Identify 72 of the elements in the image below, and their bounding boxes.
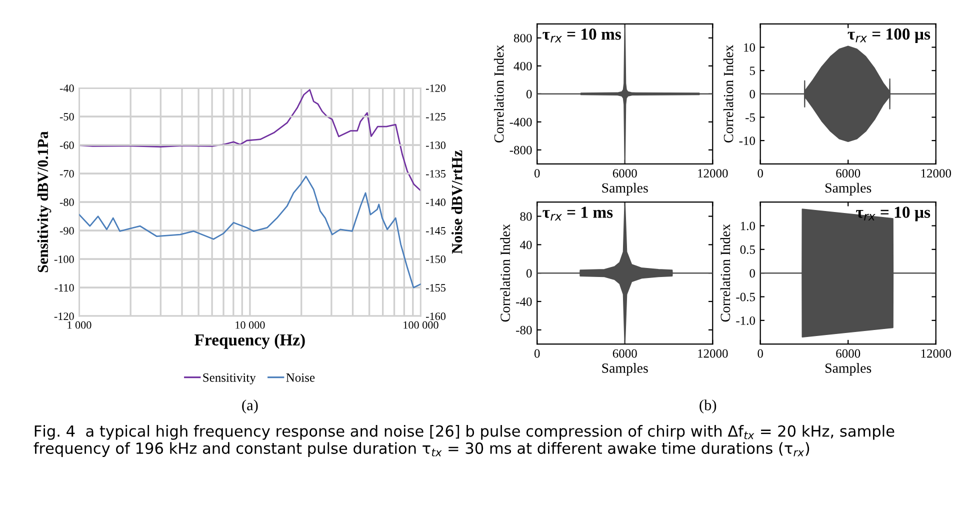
y-tick-label: -120 (54, 312, 74, 320)
x-tick-label: 12000 (921, 169, 952, 178)
y-axis-title: Correlation Index (723, 44, 734, 143)
x-tick-label: 6000 (612, 349, 637, 358)
y-tick-label: -60 (60, 142, 74, 150)
x-tick-label: 12000 (921, 349, 952, 358)
y-axis-title: Correlation Index (494, 44, 504, 143)
y-tick-label: -0.5 (736, 292, 755, 302)
chart-title: τ$_{rx}$ = 10 ms (542, 28, 621, 42)
y-tick-label: 400 (514, 62, 532, 70)
y2-tick-label: -130 (426, 142, 446, 150)
x-axis-title: Samples (826, 182, 872, 196)
y2-tick-label: -140 (426, 198, 446, 206)
y-tick-label: 0.5 (740, 245, 755, 254)
y-tick-label: -80 (516, 326, 532, 334)
y-tick-label: -400 (510, 118, 532, 126)
y-tick-label: 800 (514, 34, 532, 42)
y2-tick-label: -155 (426, 284, 446, 292)
y-tick-label: 0 (750, 90, 755, 98)
x-axis-title: Frequency (Hz) (194, 334, 305, 349)
y-axis-title: Sensitivity dBV/0.1Pa (37, 131, 52, 272)
text: (a) (242, 400, 258, 414)
text: (b) (700, 400, 716, 414)
y2-tick-label: -150 (426, 256, 446, 264)
text: Fig. 4 a typical high frequency response and noise [26] b pulse compression of chirp with Δf$_{tx}$ = 20 kHz, sample frequency of 196 kHz and constant pulse duration τ$_{tx}$ = 30 ms at different awake time durations (τ$_{rx}$) (34, 425, 894, 457)
y-tick-label: -50 (60, 113, 74, 121)
chart-title: τ$_{rx}$ = 1 ms (542, 206, 613, 220)
y2-tick-label: -145 (426, 227, 446, 235)
x-tick-label: 0 (758, 169, 763, 178)
legend-label: Noise (286, 373, 315, 382)
y-axis-title: Correlation Index (720, 224, 730, 322)
y-tick-label: -800 (510, 146, 532, 154)
y-tick-label: -10 (739, 136, 755, 146)
y-tick-label: -5 (746, 113, 755, 122)
x-axis-title: Samples (826, 363, 872, 376)
y-tick-label: 10 (744, 43, 755, 52)
y-axis-title: Correlation Index (500, 224, 510, 322)
x-tick-label: 10 000 (236, 321, 265, 329)
y-tick-label: 0 (526, 269, 532, 278)
x-tick-label: 100 000 (404, 321, 438, 329)
x-tick-label: 6000 (612, 169, 637, 178)
y-tick-label: 40 (520, 240, 532, 250)
y-tick-label: -80 (60, 198, 74, 206)
x-tick-label: 0 (758, 349, 763, 358)
y-tick-label: -90 (60, 227, 74, 235)
x-axis-title: Samples (602, 363, 648, 376)
y-tick-label: -70 (60, 170, 74, 178)
y-tick-label: 0 (526, 90, 532, 98)
x-axis-title: Samples (602, 182, 648, 196)
y2-axis-title: Noise dBV/rtHz (451, 150, 462, 254)
y-tick-label: -110 (54, 284, 74, 292)
y-tick-label: -40 (516, 298, 532, 306)
y-tick-label: -1.0 (736, 316, 755, 325)
y2-tick-label: -135 (426, 170, 446, 178)
y-tick-label: -40 (60, 84, 74, 92)
y2-tick-label: -160 (426, 312, 446, 320)
y-tick-label: 1.0 (740, 222, 755, 230)
y-tick-label: -100 (54, 256, 74, 264)
y-tick-label: 80 (520, 212, 532, 221)
x-tick-label: 1 000 (68, 321, 92, 329)
y-tick-label: 5 (750, 66, 755, 76)
x-tick-label: 6000 (836, 349, 860, 358)
x-tick-label: 0 (534, 349, 540, 358)
y2-tick-label: -125 (426, 113, 446, 121)
x-tick-label: 12000 (698, 349, 728, 358)
x-tick-label: 0 (534, 169, 540, 178)
legend-label: Sensitivity (203, 373, 256, 384)
x-tick-label: 12000 (698, 169, 728, 178)
chart-title: τ$_{rx}$ = 100 µs (848, 28, 930, 44)
x-tick-label: 6000 (836, 169, 860, 178)
y-tick-label: 0 (750, 269, 755, 278)
y2-tick-label: -120 (426, 84, 446, 92)
